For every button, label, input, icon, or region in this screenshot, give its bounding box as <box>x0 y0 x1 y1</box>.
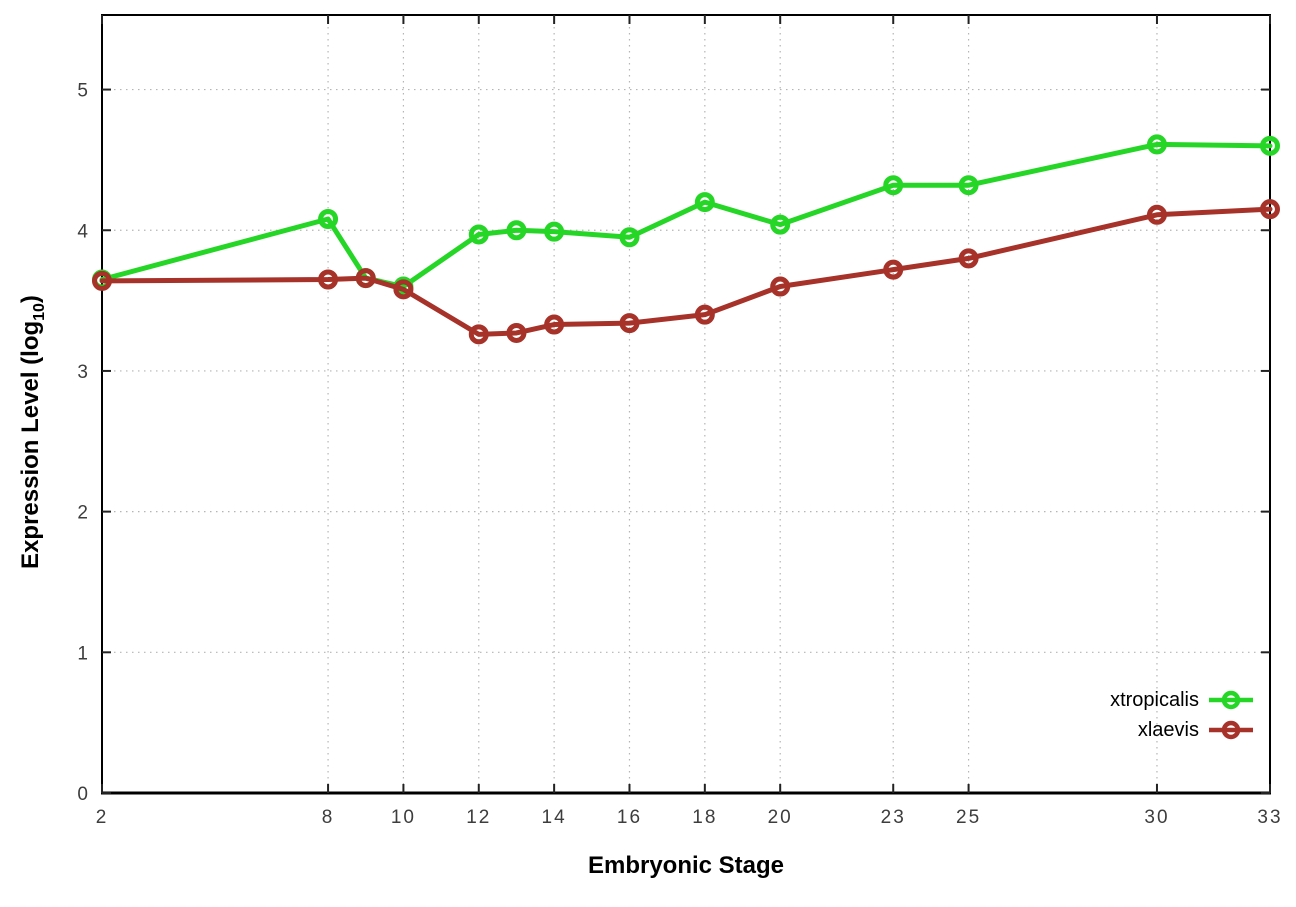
data-point-marker <box>958 175 979 196</box>
x-tick-label: 16 <box>617 807 642 828</box>
data-point-marker <box>544 314 565 335</box>
x-tick-label: 8 <box>322 807 335 828</box>
data-point-marker <box>544 221 565 242</box>
data-point-marker <box>883 175 904 196</box>
data-point-marker <box>694 192 715 213</box>
x-tick-label: 2 <box>96 807 109 828</box>
series-line <box>99 206 1273 337</box>
legend-item-xtropicalis: xtropicalis <box>1110 685 1254 715</box>
y-tick-label: 3 <box>77 362 88 383</box>
data-point-marker <box>318 269 339 290</box>
data-point-marker <box>770 276 791 297</box>
x-tick-label: 25 <box>956 807 981 828</box>
data-point-marker <box>619 313 640 334</box>
data-point-marker <box>92 270 112 291</box>
data-point-marker <box>468 324 489 345</box>
series-xtropicalis <box>92 134 1280 297</box>
legend-label: xlaevis <box>1137 718 1199 741</box>
data-point-marker <box>355 268 376 289</box>
data-point-marker <box>506 322 527 343</box>
plot-border <box>101 14 1271 794</box>
legend-marker-icon <box>1209 720 1253 740</box>
data-point-marker <box>619 227 640 248</box>
x-tick-label: 30 <box>1144 807 1169 828</box>
y-tick-label: 0 <box>77 784 88 805</box>
series-xlaevis <box>92 199 1280 345</box>
y-tick-label: 5 <box>77 81 88 102</box>
legend-label: xtropicalis <box>1110 688 1199 711</box>
data-point-marker <box>770 214 791 235</box>
x-tick-label: 23 <box>881 807 906 828</box>
legend-marker-icon <box>1209 690 1253 710</box>
y-axis-title-close: ) <box>17 295 45 304</box>
x-axis-title: Embryonic Stage <box>587 852 785 879</box>
data-point-marker <box>318 208 339 229</box>
series-line <box>99 141 1273 290</box>
data-point-marker <box>506 220 527 241</box>
y-axis-title: Expression Level (log10) <box>17 295 49 569</box>
legend-item-xlaevis: xlaevis <box>1110 715 1254 745</box>
data-point-marker <box>393 279 414 300</box>
y-tick-label: 4 <box>77 221 88 242</box>
data-point-marker <box>1146 204 1167 225</box>
legend: xtropicalis xlaevis <box>1110 685 1254 745</box>
y-axis-title-subscript: 10 <box>30 303 48 321</box>
x-tick-label: 14 <box>542 807 567 828</box>
line-marker-sample-icon <box>1208 718 1254 742</box>
line-marker-sample-icon <box>1208 688 1254 712</box>
grid <box>101 15 1271 793</box>
data-point-marker <box>1260 135 1280 156</box>
y-axis-title-text: Expression Level (log <box>17 320 45 569</box>
data-point-marker <box>1146 134 1167 155</box>
data-point-marker <box>958 248 979 269</box>
data-point-marker <box>468 224 489 245</box>
data-point-marker <box>883 259 904 280</box>
data-point-marker <box>1260 199 1280 220</box>
y-tick-label: 2 <box>77 503 88 524</box>
y-tick-label: 1 <box>77 643 88 664</box>
x-tick-label: 18 <box>692 807 717 828</box>
x-tick-label: 10 <box>391 807 416 828</box>
x-tick-label: 12 <box>466 807 491 828</box>
data-point-marker <box>694 304 715 325</box>
x-tick-label: 20 <box>768 807 793 828</box>
x-tick-label: 33 <box>1257 807 1282 828</box>
